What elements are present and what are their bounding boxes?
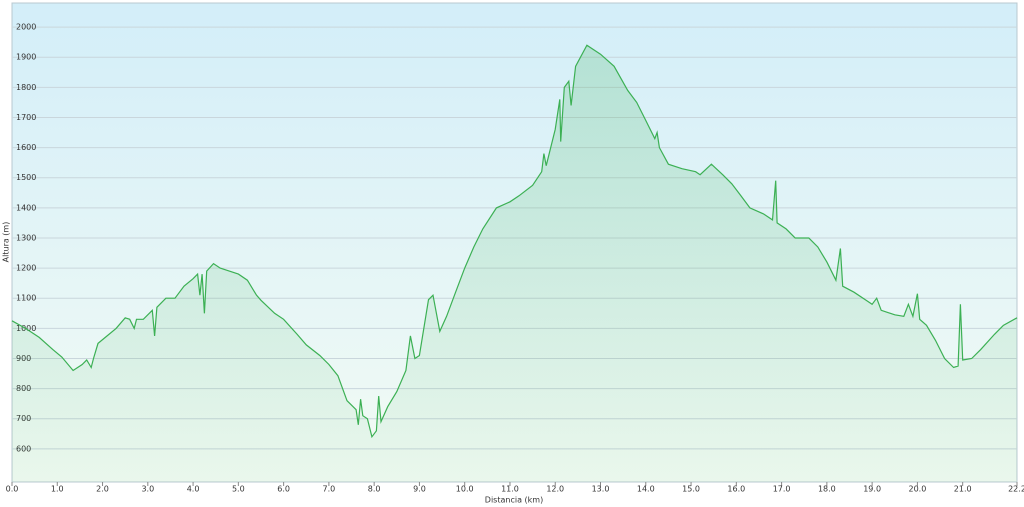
- y-tick-label: 1700: [16, 113, 36, 122]
- x-tick-label: 5.0: [232, 485, 245, 494]
- y-tick-label: 2000: [16, 23, 36, 32]
- x-tick-label: 15.0: [682, 485, 700, 494]
- x-axis-title: Distancia (km): [485, 496, 543, 505]
- x-tick-label: 14.0: [637, 485, 655, 494]
- x-tick-label: 18.0: [818, 485, 836, 494]
- y-tick-label: 1900: [16, 53, 36, 62]
- x-tick-label: 11.0: [501, 485, 519, 494]
- x-tick-label: 1.0: [51, 485, 64, 494]
- y-tick-label: 1200: [16, 264, 36, 273]
- y-tick-label: 1400: [16, 203, 36, 212]
- x-tick-label: 8.0: [368, 485, 381, 494]
- x-tick-label: 16.0: [727, 485, 745, 494]
- x-tick-label: 20.0: [908, 485, 926, 494]
- x-tick-label: 9.0: [413, 485, 426, 494]
- x-tick-label: 19.0: [863, 485, 881, 494]
- x-tick-label: 7.0: [323, 485, 336, 494]
- y-tick-label: 1500: [16, 173, 36, 182]
- elevation-line: [11, 44, 1018, 439]
- x-tick-label: 21.0: [954, 485, 972, 494]
- x-tick-label: 4.0: [187, 485, 200, 494]
- x-tick-label: 12.0: [546, 485, 564, 494]
- x-tick-label: 0.0: [6, 485, 19, 494]
- x-tick-label: 13.0: [592, 485, 610, 494]
- y-axis-title: Altura (m): [2, 222, 11, 263]
- x-tick-label: 3.0: [141, 485, 154, 494]
- x-tick-label: 6.0: [277, 485, 290, 494]
- x-tick-label: 17.0: [773, 485, 791, 494]
- y-tick-label: 1300: [16, 233, 36, 242]
- y-tick-label: 1600: [16, 143, 36, 152]
- x-tick-label: 22.2: [1008, 485, 1024, 494]
- y-tick-label: 1100: [16, 294, 36, 303]
- x-tick-label: 10.0: [456, 485, 474, 494]
- y-tick-label: 1800: [16, 83, 36, 92]
- x-tick-label: 2.0: [96, 485, 109, 494]
- area-fill: [12, 45, 1017, 482]
